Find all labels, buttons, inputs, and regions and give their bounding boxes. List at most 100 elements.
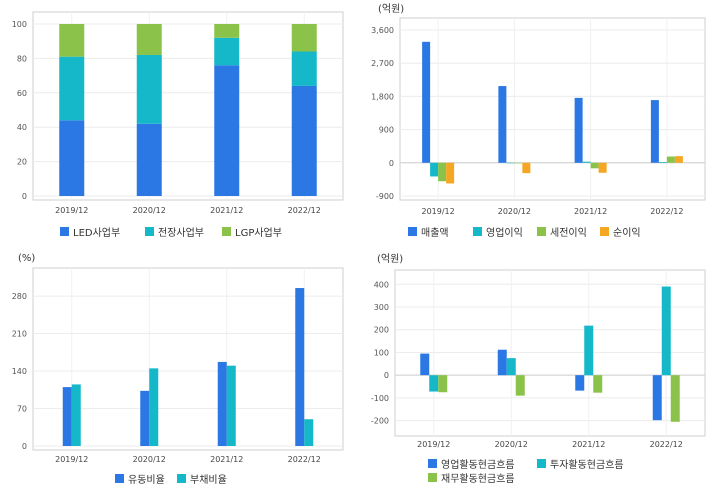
y-tick-label: 200	[374, 326, 389, 335]
bar	[430, 162, 439, 177]
bar	[674, 156, 683, 163]
chart-2: (억원) -900 0 900 1,800 2,700 3,600 2019/12 2020/1…	[371, 3, 706, 239]
bar	[575, 375, 585, 391]
bar	[59, 120, 85, 196]
x-tick-label: 2021/12	[210, 455, 243, 464]
x-tick-label: 2019/12	[55, 206, 88, 215]
y-tick-label: 100	[12, 20, 27, 29]
legend-swatch	[537, 459, 546, 468]
x-tick-label: 2021/12	[572, 440, 605, 449]
x-tick-label: 2022/12	[650, 207, 683, 216]
legend-swatch	[177, 474, 186, 483]
y-tick-label: 80	[17, 54, 27, 63]
y-tick-label: 60	[17, 89, 27, 98]
x-tick-label: 2019/12	[55, 455, 88, 464]
legend-label: 재무활동현금흐름	[441, 472, 515, 485]
bar	[574, 97, 583, 163]
bar	[515, 375, 525, 396]
legend-label: 세전이익	[550, 227, 587, 239]
bar	[62, 387, 72, 446]
legend-swatch	[408, 227, 417, 236]
bar	[291, 51, 317, 86]
legend-swatch	[600, 227, 609, 236]
bar	[214, 65, 240, 196]
y-tick-label: -100	[371, 394, 389, 403]
x-tick-label: 2022/12	[650, 440, 683, 449]
bar	[506, 358, 516, 376]
bar	[582, 161, 591, 163]
bar	[438, 375, 448, 393]
unit-label: (억원)	[378, 3, 404, 15]
bar	[291, 85, 317, 196]
bar	[514, 162, 523, 164]
y-tick-label: 400	[374, 280, 389, 289]
bar	[446, 162, 455, 184]
legend-swatch	[537, 227, 546, 236]
bar	[136, 123, 162, 196]
bar	[217, 361, 227, 446]
y-tick-label: 100	[374, 348, 389, 357]
bar	[652, 375, 662, 421]
y-tick-label: 20	[17, 158, 27, 167]
legend-label: 매출액	[421, 227, 449, 239]
y-tick-label: 70	[17, 405, 27, 414]
bar	[650, 100, 659, 163]
bar	[136, 54, 162, 124]
legend-swatch	[115, 474, 124, 483]
y-tick-label: 0	[384, 371, 389, 380]
y-tick-label: 0	[389, 159, 394, 168]
bar	[438, 162, 447, 182]
legend-label: 순이익	[613, 227, 641, 239]
bar	[598, 162, 607, 173]
x-tick-label: 2020/12	[495, 440, 528, 449]
chart-3: (%) 0 70 140 210 280 2019/12 2020/12 2021/12 2022…	[12, 253, 344, 486]
bar	[661, 286, 671, 376]
bar	[498, 86, 507, 163]
legend-label: 유동비율	[128, 474, 165, 486]
chart-1: 0 20 40 60 80 100 2019/12 2020/12 2021/12 2022/12…	[12, 11, 344, 239]
legend-label: 영업활동현금흐름	[441, 458, 515, 471]
y-tick-label: 1,800	[371, 92, 394, 101]
bar	[214, 24, 240, 38]
y-tick-label: -200	[371, 417, 389, 426]
y-tick-label: 0	[22, 442, 27, 451]
bar	[590, 162, 599, 169]
x-tick-label: 2019/12	[417, 440, 450, 449]
bar	[584, 325, 594, 376]
y-tick-label: 2,700	[371, 59, 394, 68]
legend-swatch	[222, 227, 231, 236]
unit-label: (억원)	[377, 253, 403, 265]
bar	[136, 24, 162, 55]
plot-frame	[32, 11, 344, 201]
unit-label: (%)	[18, 253, 35, 264]
bar	[658, 162, 667, 163]
y-tick-label: 280	[12, 292, 27, 301]
x-tick-label: 2022/12	[288, 206, 321, 215]
bar	[666, 156, 675, 163]
y-tick-label: 0	[22, 192, 27, 201]
chart-4: (억원) -200 -100 0 100 200 300 400 2019/12 2020/12 2…	[371, 253, 706, 485]
legend-swatch	[428, 473, 437, 482]
bar	[593, 375, 603, 393]
legend-label: 부채비율	[190, 474, 227, 486]
bar	[670, 375, 680, 422]
legend-label: LGP사업부	[235, 226, 282, 239]
legend-label: 영업이익	[486, 226, 523, 239]
bar	[304, 419, 314, 446]
bar	[140, 390, 150, 446]
bar	[59, 56, 85, 121]
legend-label: LED사업부	[73, 226, 120, 239]
bar	[214, 37, 240, 66]
x-tick-label: 2019/12	[422, 207, 455, 216]
bar	[497, 349, 507, 376]
bar	[429, 375, 439, 392]
bar	[291, 24, 317, 52]
x-tick-label: 2020/12	[133, 206, 166, 215]
bar	[522, 162, 531, 174]
y-tick-label: 900	[379, 126, 394, 135]
x-tick-label: 2022/12	[288, 455, 321, 464]
legend-swatch	[428, 459, 437, 468]
x-tick-label: 2021/12	[574, 207, 607, 216]
